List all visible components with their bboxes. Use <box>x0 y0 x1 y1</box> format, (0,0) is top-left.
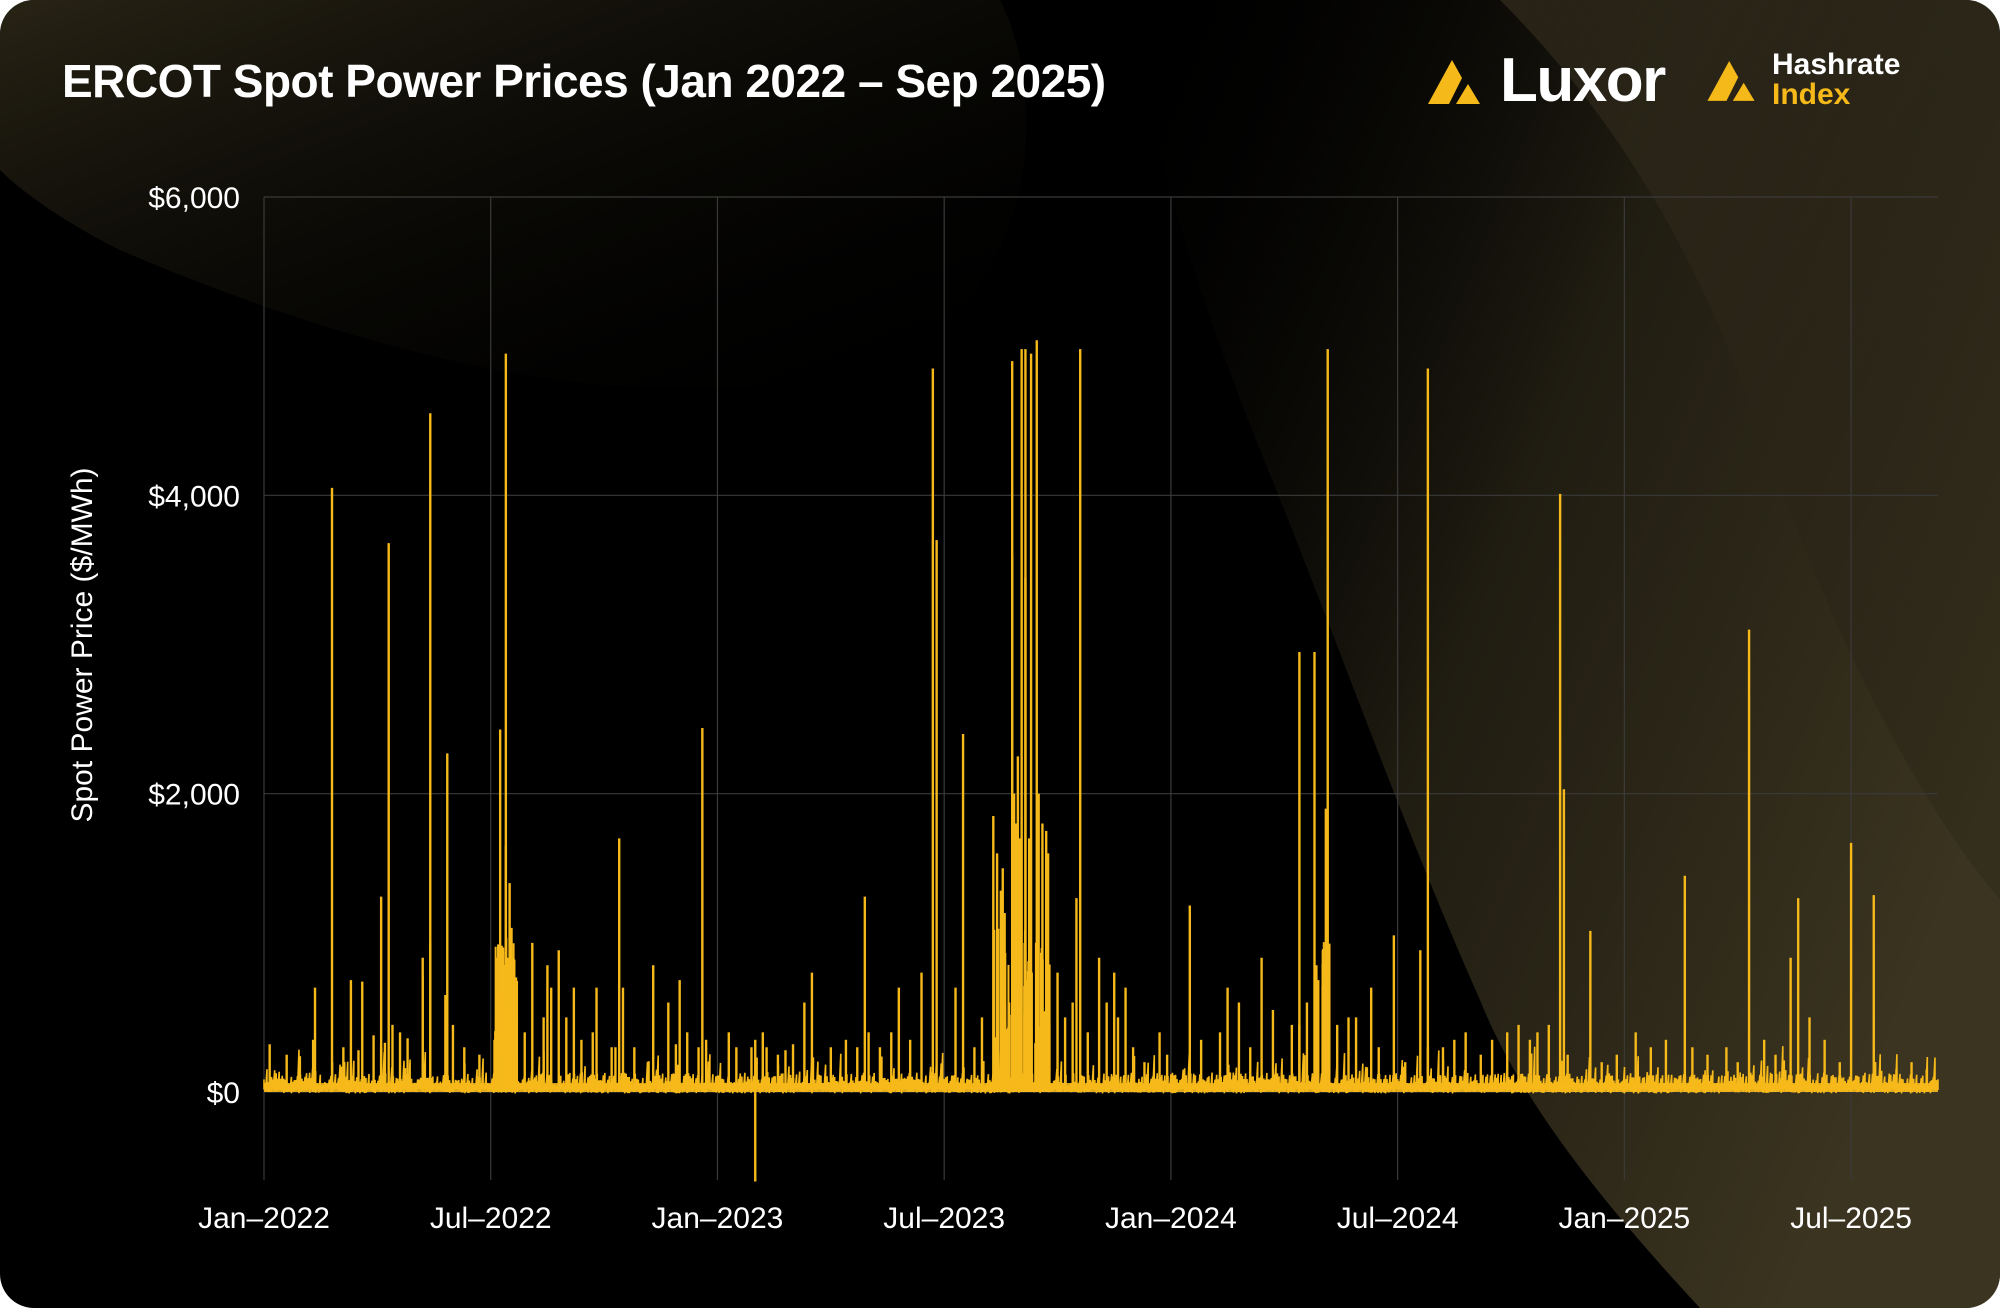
x-tick-label: Jul–2022 <box>430 1202 552 1235</box>
x-tick-label: Jul–2023 <box>883 1202 1005 1235</box>
chart-title: ERCOT Spot Power Prices (Jan 2022 – Sep … <box>62 55 1106 107</box>
x-tick-label: Jul–2025 <box>1790 1202 1912 1235</box>
luxor-logo: Luxor <box>1422 46 1666 115</box>
luxor-mark-icon <box>1428 60 1480 104</box>
index-wordmark: Index <box>1772 78 1851 111</box>
y-axis-ticks: $0 $2,000 $4,000 $6,000 <box>148 182 240 1110</box>
gridlines <box>263 196 1938 1180</box>
hashrate-index-mark-icon <box>1707 60 1755 101</box>
y-tick-label: $0 <box>207 1077 240 1110</box>
y-tick-label: $6,000 <box>148 182 240 215</box>
y-tick-label: $4,000 <box>148 480 240 513</box>
x-tick-label: Jul–2024 <box>1337 1202 1459 1235</box>
price-baseline-fill <box>264 1083 1938 1092</box>
hashrate-wordmark: Hashrate <box>1772 48 1901 81</box>
x-axis-ticks: Jan–2022 Jul–2022 Jan–2023 Jul–2023 Jan–2024… <box>198 1202 1912 1235</box>
x-tick-label: Jan–2024 <box>1105 1202 1237 1235</box>
y-axis-title: Spot Power Price ($/MWh) <box>66 467 99 822</box>
x-tick-label: Jan–2025 <box>1558 1202 1690 1235</box>
x-tick-label: Jan–2022 <box>198 1202 330 1235</box>
hashrate-index-logo: Hashrate Index <box>1702 50 1900 110</box>
y-tick-label: $2,000 <box>148 779 240 812</box>
x-tick-label: Jan–2023 <box>652 1202 784 1235</box>
price-series <box>263 340 1939 1182</box>
luxor-wordmark: Luxor <box>1500 46 1666 115</box>
